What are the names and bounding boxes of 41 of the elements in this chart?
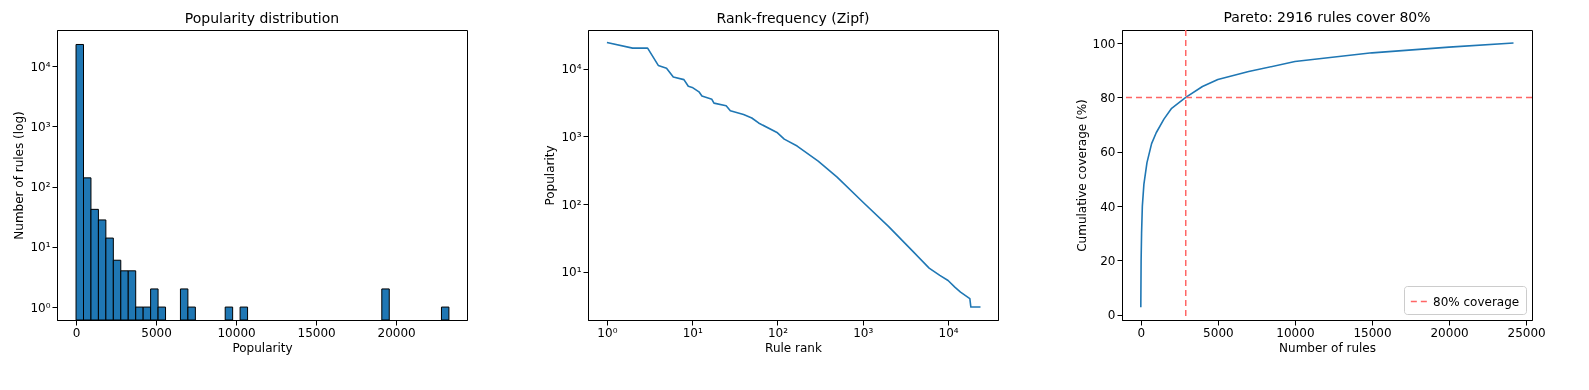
chart-title: Popularity distribution	[184, 10, 340, 26]
y-tick-label: 0	[1107, 308, 1116, 323]
y-tick-label: 10⁴	[30, 59, 51, 74]
x-axis-title: Number of rules	[1279, 340, 1376, 355]
x-axis-title: Popularity	[232, 340, 293, 355]
legend-label: 80% coverage	[1433, 294, 1520, 309]
x-tick-label: 15000	[297, 325, 336, 340]
chart-title: Rank-frequency (Zipf)	[716, 10, 870, 26]
x-tick-label: 20000	[1430, 325, 1469, 340]
y-tick-label: 10²	[561, 197, 582, 212]
x-tick-label: 10000	[1276, 325, 1315, 340]
x-tick-label: 10⁰	[597, 325, 618, 340]
x-tick-label: 20000	[377, 325, 416, 340]
y-tick-label: 10⁰	[30, 300, 51, 315]
chart-title: Pareto: 2916 rules cover 80%	[1223, 9, 1431, 26]
x-tick-label: 0	[72, 325, 81, 340]
x-tick-label: 10²	[767, 325, 789, 340]
y-tick-label: 10¹	[30, 240, 51, 255]
x-tick-label: 15000	[1353, 325, 1392, 340]
y-tick-label: 40	[1100, 199, 1116, 214]
y-axis-title: Popularity	[543, 145, 558, 206]
x-tick-label: 25000	[1507, 325, 1546, 340]
x-tick-label: 10³	[853, 325, 874, 340]
x-tick-label: 10¹	[682, 325, 703, 340]
y-axis-title: Cumulative coverage (%)	[1074, 99, 1089, 252]
y-axis-title: Number of rules (log)	[12, 111, 27, 240]
y-tick-label: 10³	[561, 129, 582, 144]
x-tick-label: 10⁴	[938, 325, 959, 340]
x-axis-title: Rule rank	[765, 340, 822, 355]
y-tick-label: 10²	[30, 180, 51, 195]
x-tick-label: 5000	[141, 325, 172, 340]
x-tick-label: 10000	[217, 325, 256, 340]
x-tick-label: 5000	[1203, 325, 1234, 340]
x-tick-label: 0	[1137, 325, 1146, 340]
y-tick-label: 100	[1092, 36, 1116, 51]
y-tick-label: 60	[1100, 145, 1116, 160]
y-tick-label: 10⁴	[561, 62, 582, 77]
y-tick-label: 80	[1100, 90, 1116, 105]
y-tick-label: 10¹	[561, 265, 582, 280]
y-tick-label: 20	[1100, 253, 1116, 268]
y-tick-label: 10³	[30, 119, 51, 134]
